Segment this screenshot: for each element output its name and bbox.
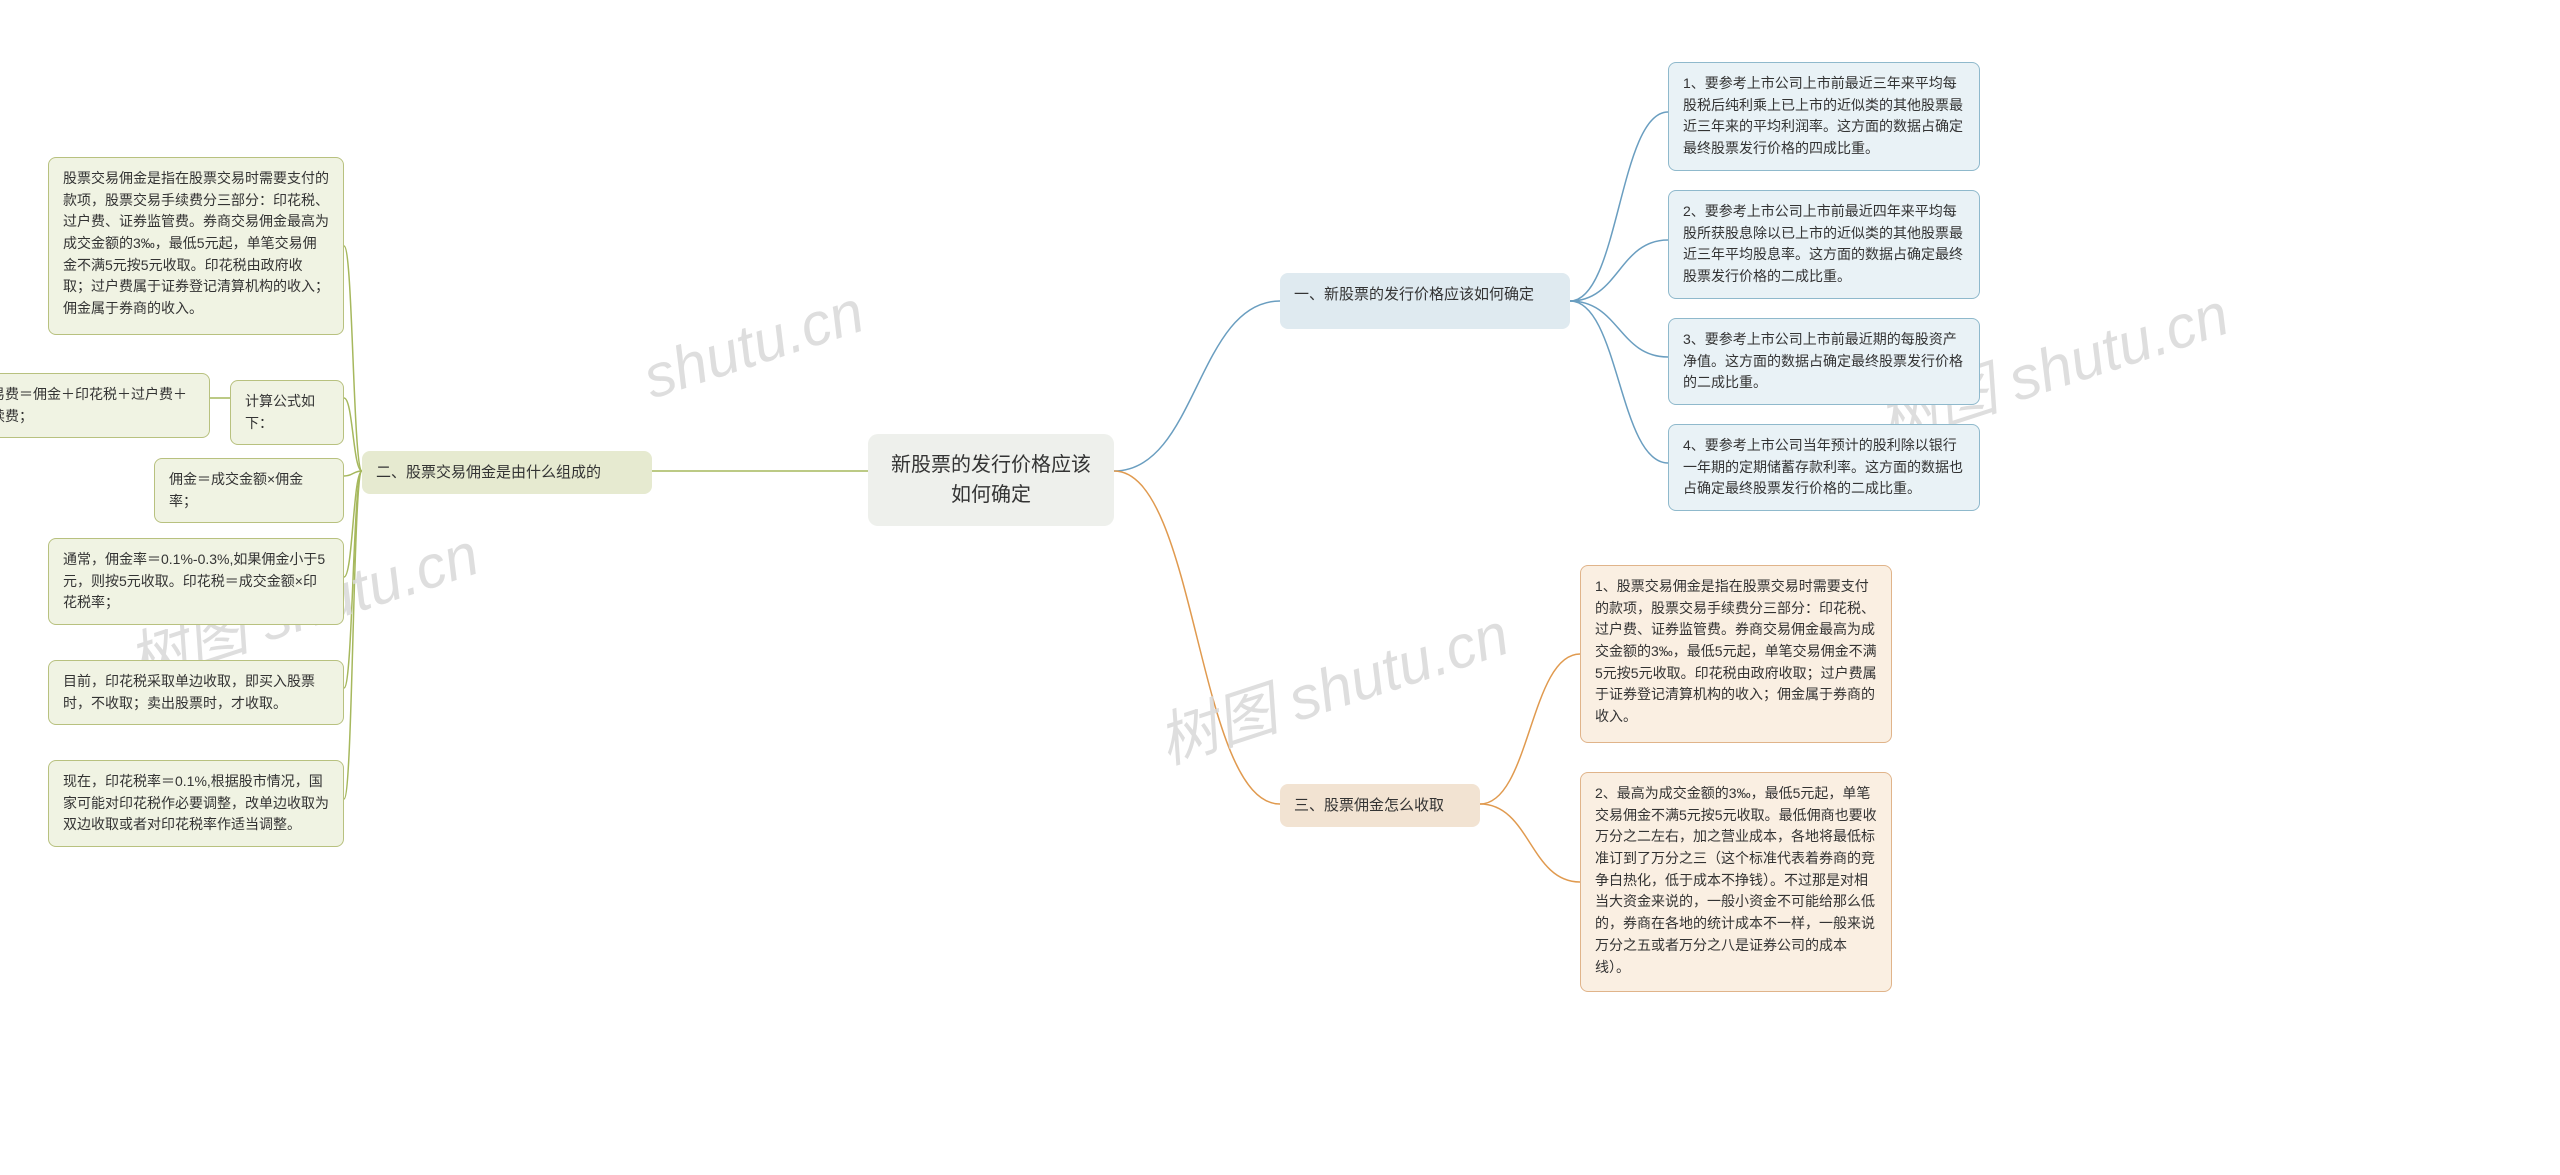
- leaf-node: 通常，佣金率＝0.1%-0.3%,如果佣金小于5元，则按5元收取。印花税＝成交金…: [48, 538, 344, 625]
- leaf-node: 1、要参考上市公司上市前最近三年来平均每股税后纯利乘上已上市的近似类的其他股票最…: [1668, 62, 1980, 171]
- branch-node-3: 三、股票佣金怎么收取: [1280, 784, 1480, 827]
- branch-node-2: 二、股票交易佣金是由什么组成的: [362, 451, 652, 494]
- leaf-node: 4、要参考上市公司当年预计的股利除以银行一年期的定期储蓄存款利率。这方面的数据也…: [1668, 424, 1980, 511]
- connector-layer: [0, 0, 2560, 1175]
- leaf-node: 1、股票交易佣金是指在股票交易时需要支付的款项，股票交易手续费分三部分：印花税、…: [1580, 565, 1892, 743]
- leaf-node: 现在，印花税率＝0.1%,根据股市情况，国家可能对印花税作必要调整，改单边收取为…: [48, 760, 344, 847]
- leaf-node: 2、最高为成交金额的3‰，最低5元起，单笔交易佣金不满5元按5元收取。最低佣商也…: [1580, 772, 1892, 992]
- leaf-node: 3、要参考上市公司上市前最近期的每股资产净值。这方面的数据占确定最终股票发行价格…: [1668, 318, 1980, 405]
- leaf-node: 目前，印花税采取单边收取，即买入股票时，不收取；卖出股票时，才收取。: [48, 660, 344, 725]
- leaf-node: 交易费＝佣金＋印花税＋过户费＋手续费；: [0, 373, 210, 438]
- leaf-node: 2、要参考上市公司上市前最近四年来平均每股所获股息除以已上市的近似类的其他股票最…: [1668, 190, 1980, 299]
- watermark: 树图 shutu.cn: [1145, 586, 1518, 781]
- root-node: 新股票的发行价格应该如何确定: [868, 434, 1114, 526]
- watermark: shutu.cn: [635, 277, 872, 413]
- leaf-node: 股票交易佣金是指在股票交易时需要支付的款项，股票交易手续费分三部分：印花税、过户…: [48, 157, 344, 335]
- branch-node-1: 一、新股票的发行价格应该如何确定: [1280, 273, 1570, 329]
- leaf-node: 计算公式如下：: [230, 380, 344, 445]
- leaf-node: 佣金＝成交金额×佣金率；: [154, 458, 344, 523]
